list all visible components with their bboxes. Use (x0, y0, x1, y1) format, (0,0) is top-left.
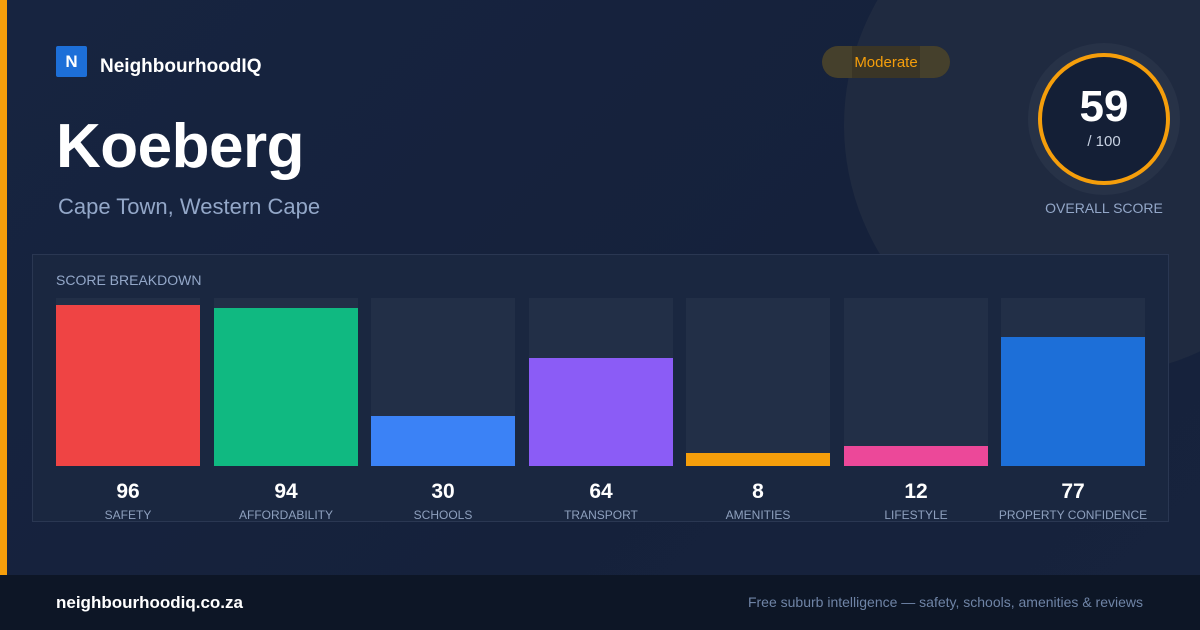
score-bar-value: 30 (431, 480, 455, 503)
score-bar-label: AMENITIES (725, 508, 791, 522)
score-bar-label: AFFORDABILITY (238, 508, 333, 522)
rating-badge: Moderate (822, 46, 950, 78)
footer (0, 575, 1200, 630)
score-bar-fill (371, 416, 515, 466)
footer-url: neighbourhoodiq.co.za (56, 593, 243, 612)
score-bar-fill (529, 358, 673, 466)
score-bar-track (529, 298, 673, 466)
overall-score-label: OVERALL SCORE (1045, 200, 1163, 216)
score-bar-value: 94 (274, 480, 298, 503)
score-bar-value: 77 (1061, 480, 1085, 503)
score-bar-value: 12 (904, 480, 928, 503)
score-bar-track (686, 298, 830, 466)
score-bar-track (1001, 298, 1145, 466)
score-bar-track (56, 298, 200, 466)
score-bar-fill (844, 446, 988, 466)
accent-stripe (0, 0, 7, 575)
suburb-title: Koeberg (56, 112, 304, 181)
overall-score-value: 59 (1079, 82, 1129, 131)
score-bar-fill (686, 453, 830, 466)
score-bar-fill (1001, 337, 1145, 466)
rating-badge-label: Moderate (854, 53, 918, 71)
score-bar-label: SAFETY (104, 508, 152, 522)
score-bar-value: 8 (752, 480, 764, 503)
brand-name: NeighbourhoodIQ (100, 56, 262, 77)
score-ring-progress (1038, 53, 1170, 185)
brand-logo-letter: N (65, 51, 78, 71)
score-bar-value: 96 (116, 480, 140, 503)
score-bar-track (844, 298, 988, 466)
score-bar-track (214, 298, 358, 466)
footer-tagline: Free suburb intelligence — safety, schoo… (747, 594, 1143, 610)
score-bar-fill (214, 308, 358, 466)
score-bar-track (371, 298, 515, 466)
suburb-location: Cape Town, Western Cape (58, 194, 321, 219)
score-bar-value: 64 (589, 480, 613, 503)
overall-score-ring: 59 / 100 (1028, 43, 1180, 195)
score-bar-label: PROPERTY CONFIDENCE (998, 508, 1148, 522)
overall-score-max: / 100 (1087, 133, 1121, 150)
score-bar-label: TRANSPORT (564, 508, 638, 522)
score-bar-fill (56, 305, 200, 466)
score-bar-label: SCHOOLS (413, 508, 473, 522)
score-bar-label: LIFESTYLE (884, 508, 948, 522)
brand-logo-icon: N (56, 46, 87, 77)
score-ring-graphic (1028, 43, 1180, 195)
score-breakdown-title: SCORE BREAKDOWN (56, 272, 202, 288)
